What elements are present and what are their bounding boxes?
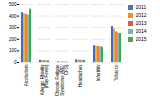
svg-text:200: 200 bbox=[9, 37, 17, 42]
html-text:2011: 2011 bbox=[135, 4, 147, 10]
svg-text:Alcoholism: Alcoholism bbox=[24, 64, 29, 86]
html-text:2015: 2015 bbox=[135, 36, 147, 42]
html-text:2014: 2014 bbox=[135, 28, 147, 34]
svg-text:Headaches: Headaches bbox=[78, 64, 83, 88]
svg-text:0: 0 bbox=[14, 60, 17, 65]
svg-text:500: 500 bbox=[9, 2, 17, 7]
svg-text:Tobacco: Tobacco bbox=[114, 64, 119, 81]
html-text:2012: 2012 bbox=[135, 12, 147, 18]
svg-text:Infertility: Infertility bbox=[96, 64, 101, 82]
svg-text:Chronic FatigueSyndrome (ME/CF: Chronic FatigueSyndrome (ME/CFS) bbox=[55, 64, 69, 97]
html-text:2013: 2013 bbox=[135, 20, 147, 26]
svg-text:300: 300 bbox=[9, 25, 17, 30]
svg-text:100: 100 bbox=[9, 48, 17, 53]
svg-text:400: 400 bbox=[9, 14, 17, 19]
svg-text:Allergic Rhinitis(Hay Fever): Allergic Rhinitis(Hay Fever) bbox=[40, 64, 50, 96]
